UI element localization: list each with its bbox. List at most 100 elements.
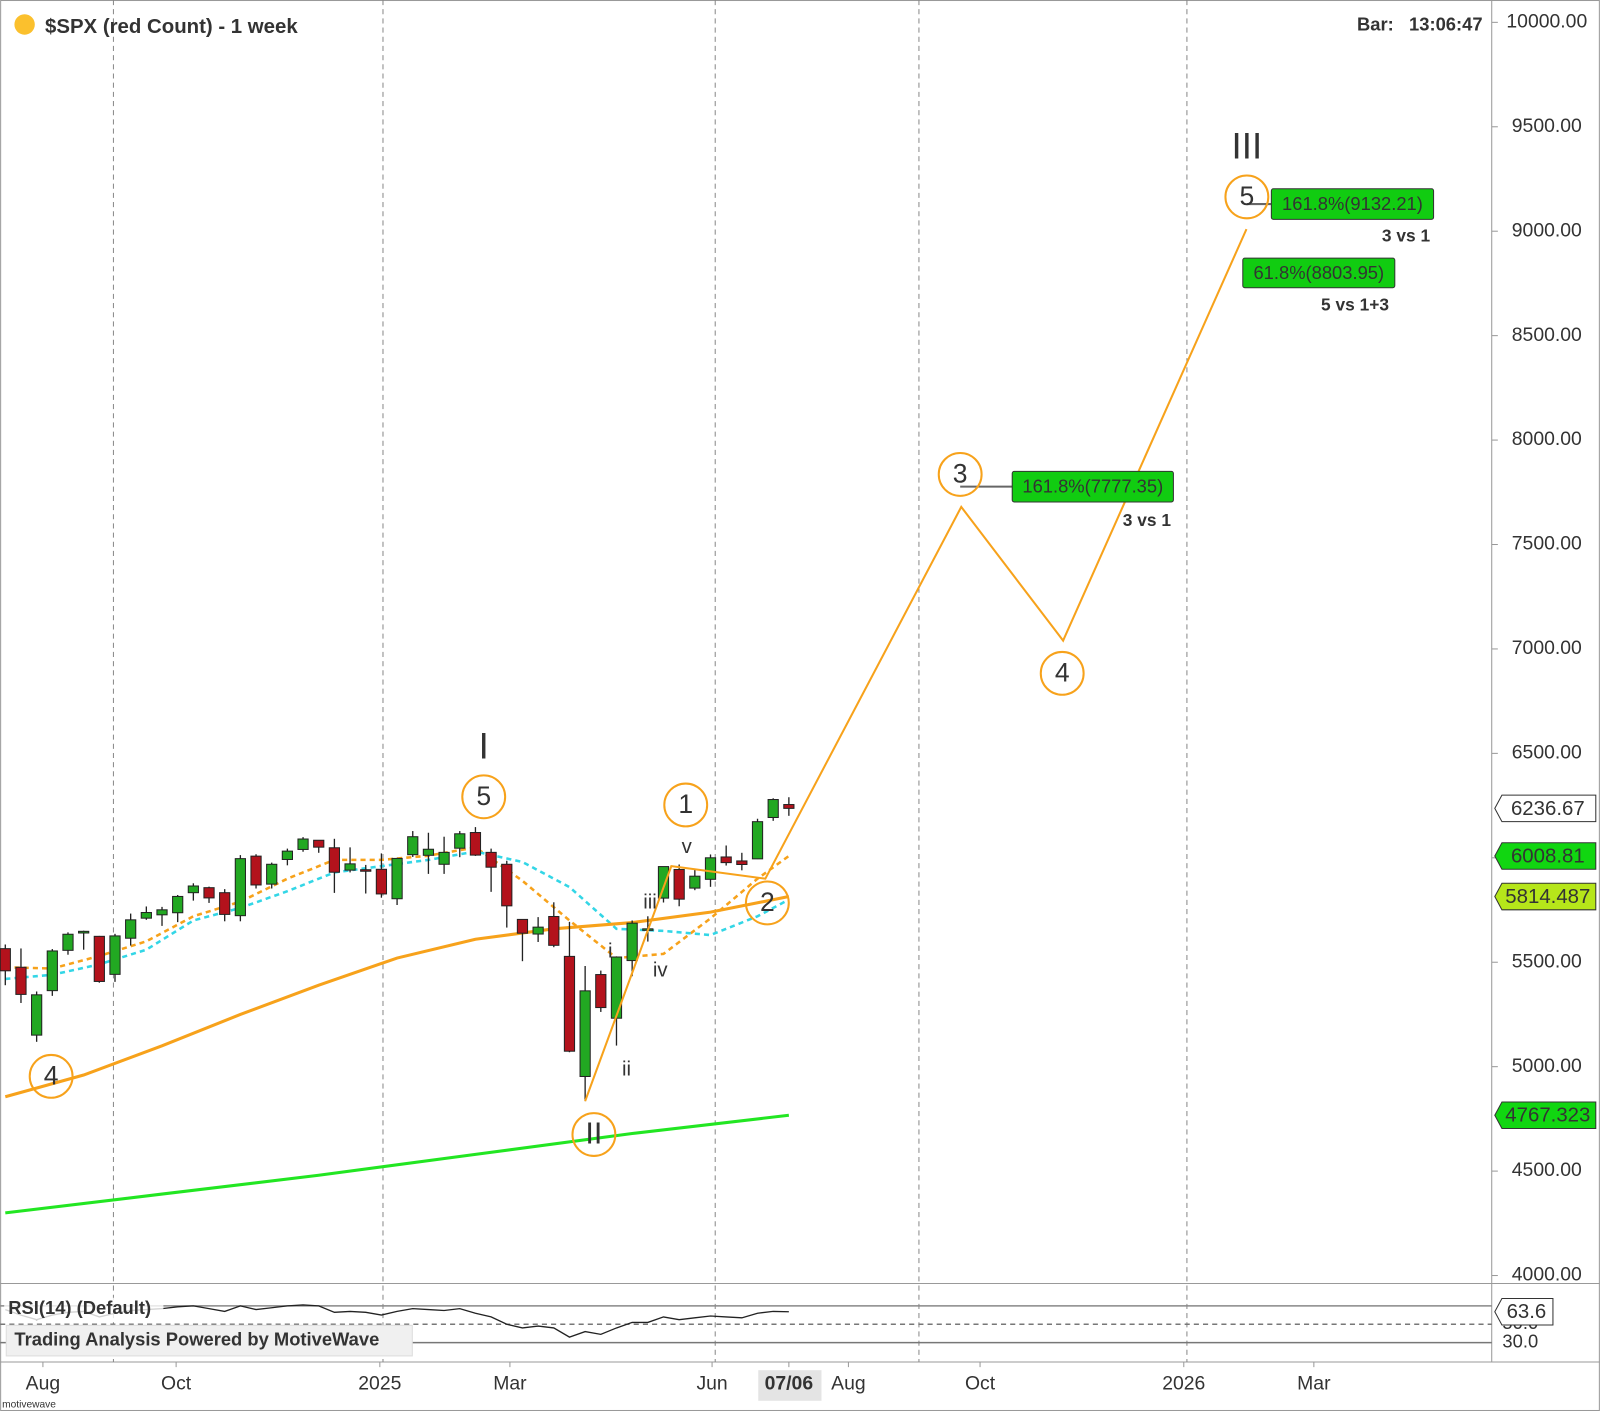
wave-circle: [28, 1053, 74, 1099]
x-tick-label: Mar: [493, 1373, 527, 1395]
candle-body: [250, 855, 262, 886]
wave-label: iii: [643, 891, 657, 913]
target-note: 3 vs 1: [1123, 510, 1172, 530]
line: [5, 1113, 790, 1215]
price-tag-label: 4767.323: [1505, 1105, 1590, 1127]
y-tick-label: 7500.00: [1512, 533, 1582, 555]
candle-body: [501, 863, 513, 907]
target-label: 61.8%(8803.95): [1253, 262, 1384, 283]
wave-label: 5: [1239, 181, 1254, 211]
candle-body: [689, 875, 701, 889]
candle-body: [516, 918, 529, 934]
rsi-tag: [1494, 1297, 1554, 1326]
candle-body: [344, 863, 356, 871]
candle-body: [281, 850, 293, 860]
price-tag: [1494, 1101, 1597, 1130]
candle-body: [62, 933, 74, 951]
candle-body: [579, 990, 591, 1077]
wave-circle: [744, 880, 790, 926]
wave-label: 5: [476, 781, 491, 811]
target-note: 5 vs 1+3: [1321, 295, 1389, 315]
wave-label: 1: [678, 789, 693, 819]
wave-label: iv: [653, 960, 669, 982]
price-tag: [1494, 842, 1597, 870]
candle-body: [783, 804, 795, 809]
y-tick-label: 9500.00: [1512, 115, 1582, 137]
candle-body: [736, 860, 748, 865]
candle-body: [234, 858, 246, 917]
candle-body: [422, 848, 435, 856]
y-tick-label: 6500.00: [1512, 741, 1582, 763]
candle-body: [328, 847, 341, 873]
wave-label: 4: [1055, 657, 1070, 687]
x-tick-label: 2026: [1162, 1373, 1205, 1395]
wave-circle: [663, 782, 709, 828]
candle-body: [140, 912, 152, 919]
candle-body: [266, 863, 278, 885]
candle-body: [15, 966, 27, 995]
candle-body: [407, 836, 419, 856]
wave-label: I: [479, 726, 489, 767]
candle-body: [485, 851, 497, 868]
candle-body: [172, 895, 184, 914]
candle-body: [360, 869, 372, 872]
y-tick-label: 8000.00: [1512, 428, 1582, 450]
status-dot: [14, 14, 35, 35]
candle-body: [532, 926, 544, 935]
line: [4, 895, 790, 1099]
watermark: Trading Analysis Powered by MotiveWave: [14, 1328, 379, 1349]
rsi-title: RSI(14) (Default): [8, 1297, 151, 1318]
candle-body: [297, 838, 309, 850]
candle-body: [751, 821, 764, 860]
wave-circle: [1224, 174, 1270, 220]
wave-label: 2: [760, 887, 775, 917]
candle-body: [767, 799, 779, 819]
y-tick-label: 5500.00: [1512, 950, 1582, 972]
x-tick-label: Oct: [965, 1373, 996, 1395]
x-tick-label: Aug: [26, 1373, 60, 1395]
brand: motivewave: [2, 1400, 56, 1411]
wave-label: II: [585, 1117, 602, 1151]
bar-label: Bar:: [1357, 13, 1394, 34]
wave-label: i: [608, 940, 613, 962]
wave-label: III: [1232, 126, 1263, 167]
y-tick-label: 4500.00: [1512, 1159, 1582, 1181]
candle-body: [595, 974, 607, 1009]
target-box: [1270, 188, 1435, 220]
price-tag-label: 6008.81: [1511, 845, 1585, 867]
x-tick-label: 2025: [358, 1373, 401, 1395]
wave-circle: [1039, 650, 1085, 696]
candle-body: [46, 950, 58, 992]
x-tick-label: Mar: [1297, 1373, 1331, 1395]
wave-label: v: [682, 836, 693, 858]
y-tick-label: 10000.00: [1506, 10, 1587, 32]
wave-label: ii: [622, 1059, 631, 1081]
wave-circle: [937, 451, 983, 497]
candle-body: [454, 833, 466, 849]
target-label: 161.8%(9132.21): [1282, 193, 1423, 214]
current-date-box: [758, 1370, 822, 1401]
x-tick-label: 07/06: [765, 1373, 814, 1395]
candle-body: [78, 930, 90, 934]
price-tag-label: 6236.67: [1511, 798, 1585, 820]
bar-time: 13:06:47: [1409, 13, 1483, 34]
line: [5, 850, 790, 981]
target-label: 161.8%(7777.35): [1022, 476, 1163, 497]
line: [584, 228, 1248, 1102]
y-tick-label: 9000.00: [1512, 219, 1582, 241]
candle-body: [156, 909, 168, 916]
y-tick-label: 5000.00: [1512, 1055, 1582, 1077]
candle-body: [391, 857, 403, 900]
y-tick-label: 4000.00: [1512, 1264, 1582, 1286]
candle-body: [313, 839, 325, 848]
x-tick-label: Jun: [696, 1373, 727, 1395]
target-box: [1011, 470, 1174, 503]
candle-body: [469, 832, 482, 856]
price-tag: [1494, 794, 1597, 823]
target-box: [1242, 257, 1396, 289]
candle-body: [0, 948, 11, 972]
rsi-label-bg: [4, 1297, 164, 1321]
candle-body: [375, 868, 388, 895]
